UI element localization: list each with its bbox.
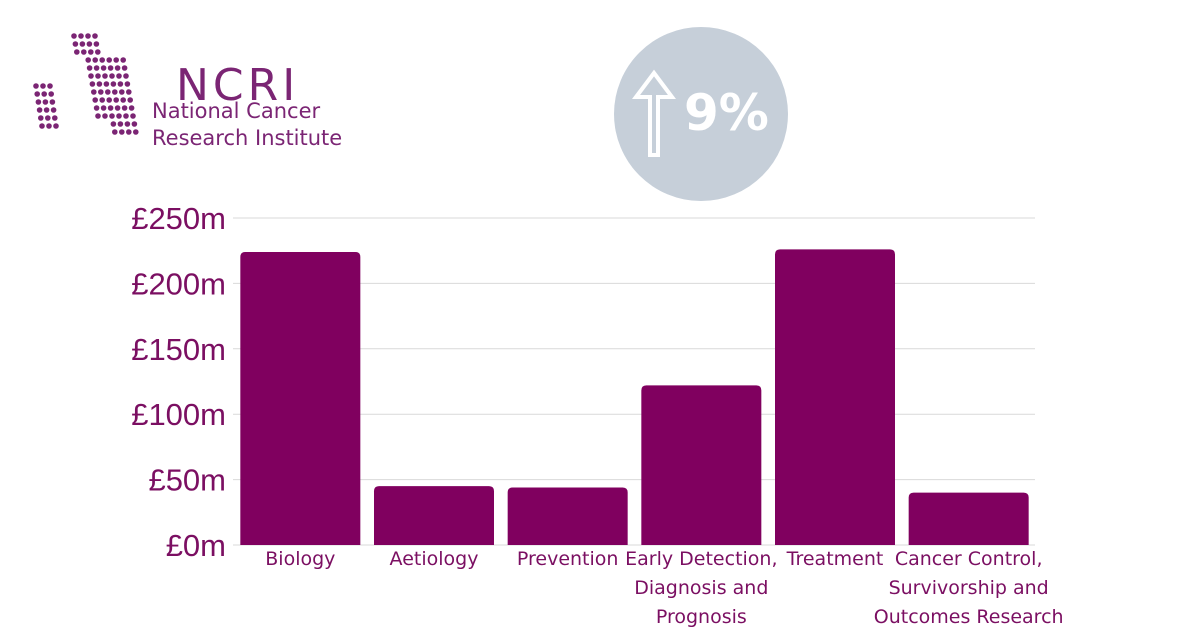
bar <box>641 385 762 545</box>
uk-map-dots-icon <box>33 33 139 135</box>
y-tick-label: £50m <box>148 463 226 498</box>
x-tick-label: Outcomes Research <box>874 606 1064 628</box>
ncri-logo: NCRI National Cancer Research Institute <box>26 28 366 168</box>
x-tick-label: Cancer Control, <box>895 548 1043 570</box>
logo-name-line1: National Cancer <box>152 99 321 123</box>
y-tick-label: £150m <box>131 332 226 367</box>
bar <box>374 486 494 545</box>
x-tick-label: Diagnosis and <box>634 577 768 599</box>
y-tick-label: £200m <box>131 266 226 301</box>
x-tick-label: Treatment <box>786 548 884 570</box>
x-tick-label: Prognosis <box>656 606 747 628</box>
up-arrow-icon <box>632 69 676 157</box>
x-tick-label: Biology <box>265 548 335 570</box>
x-tick-label: Prevention <box>517 548 619 570</box>
x-tick-label: Aetiology <box>390 548 479 570</box>
x-tick-label: Survivorship and <box>889 577 1049 599</box>
logo-name-line2: Research Institute <box>152 126 343 150</box>
y-tick-label: £100m <box>131 397 226 432</box>
increase-badge: 9% <box>614 27 788 201</box>
bar <box>775 249 895 545</box>
bar <box>240 252 361 545</box>
bar <box>908 492 1029 545</box>
x-tick-label: Early Detection, <box>625 548 777 570</box>
y-tick-label: £0m <box>166 528 226 563</box>
bar <box>507 487 628 545</box>
y-tick-label: £250m <box>131 201 226 236</box>
increase-value: 9% <box>684 84 769 142</box>
logo-acronym: NCRI <box>176 60 300 111</box>
